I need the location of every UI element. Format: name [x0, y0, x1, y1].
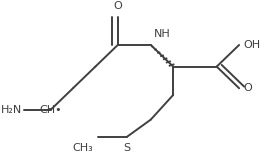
- Text: S: S: [123, 143, 130, 153]
- Text: CH•: CH•: [39, 105, 62, 115]
- Text: CH₃: CH₃: [72, 143, 93, 153]
- Text: O: O: [243, 83, 252, 93]
- Text: H₂N: H₂N: [1, 105, 22, 115]
- Text: OH: OH: [243, 40, 260, 50]
- Text: O: O: [113, 1, 122, 11]
- Text: NH: NH: [153, 29, 170, 39]
